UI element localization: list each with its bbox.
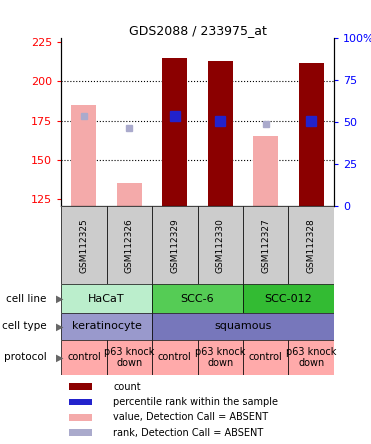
Bar	[69, 414, 92, 420]
Text: GSM112327: GSM112327	[261, 218, 270, 273]
Bar	[253, 136, 278, 206]
Text: protocol: protocol	[4, 353, 46, 362]
Bar	[162, 58, 187, 206]
Bar	[117, 183, 142, 206]
Bar	[69, 429, 92, 436]
Text: ▶: ▶	[56, 293, 63, 304]
Bar	[152, 284, 243, 313]
Bar	[69, 399, 92, 405]
Bar	[243, 284, 334, 313]
Bar	[61, 284, 152, 313]
Text: control: control	[158, 353, 192, 362]
Text: ▶: ▶	[56, 321, 63, 331]
Text: GSM112325: GSM112325	[79, 218, 88, 273]
Text: HaCaT: HaCaT	[88, 293, 125, 304]
Text: GSM112330: GSM112330	[216, 218, 225, 273]
Text: percentile rank within the sample: percentile rank within the sample	[113, 397, 278, 407]
Bar	[289, 206, 334, 284]
Text: GSM112328: GSM112328	[307, 218, 316, 273]
Text: p63 knock
down: p63 knock down	[104, 347, 155, 368]
Text: GSM112329: GSM112329	[170, 218, 179, 273]
Text: control: control	[67, 353, 101, 362]
Bar	[61, 313, 152, 340]
Bar	[208, 61, 233, 206]
Text: GSM112326: GSM112326	[125, 218, 134, 273]
Bar	[299, 63, 324, 206]
Text: count: count	[113, 382, 141, 392]
Bar	[289, 340, 334, 375]
Bar	[107, 206, 152, 284]
Text: cell line: cell line	[6, 293, 46, 304]
Bar	[69, 383, 92, 390]
Bar	[198, 340, 243, 375]
Text: p63 knock
down: p63 knock down	[286, 347, 336, 368]
Text: SCC-012: SCC-012	[265, 293, 312, 304]
Bar	[61, 340, 107, 375]
Text: SCC-6: SCC-6	[181, 293, 214, 304]
Text: ▶: ▶	[56, 353, 63, 362]
Bar	[152, 206, 198, 284]
Title: GDS2088 / 233975_at: GDS2088 / 233975_at	[129, 24, 266, 36]
Text: cell type: cell type	[2, 321, 46, 331]
Text: rank, Detection Call = ABSENT: rank, Detection Call = ABSENT	[113, 428, 263, 437]
Text: control: control	[249, 353, 283, 362]
Bar	[152, 313, 334, 340]
Text: p63 knock
down: p63 knock down	[195, 347, 246, 368]
Text: keratinocyte: keratinocyte	[72, 321, 142, 331]
Bar	[243, 206, 289, 284]
Text: squamous: squamous	[214, 321, 272, 331]
Bar	[152, 340, 198, 375]
Bar	[72, 105, 96, 206]
Bar	[107, 340, 152, 375]
Bar	[198, 206, 243, 284]
Bar	[243, 340, 289, 375]
Bar	[61, 206, 107, 284]
Text: value, Detection Call = ABSENT: value, Detection Call = ABSENT	[113, 412, 268, 422]
